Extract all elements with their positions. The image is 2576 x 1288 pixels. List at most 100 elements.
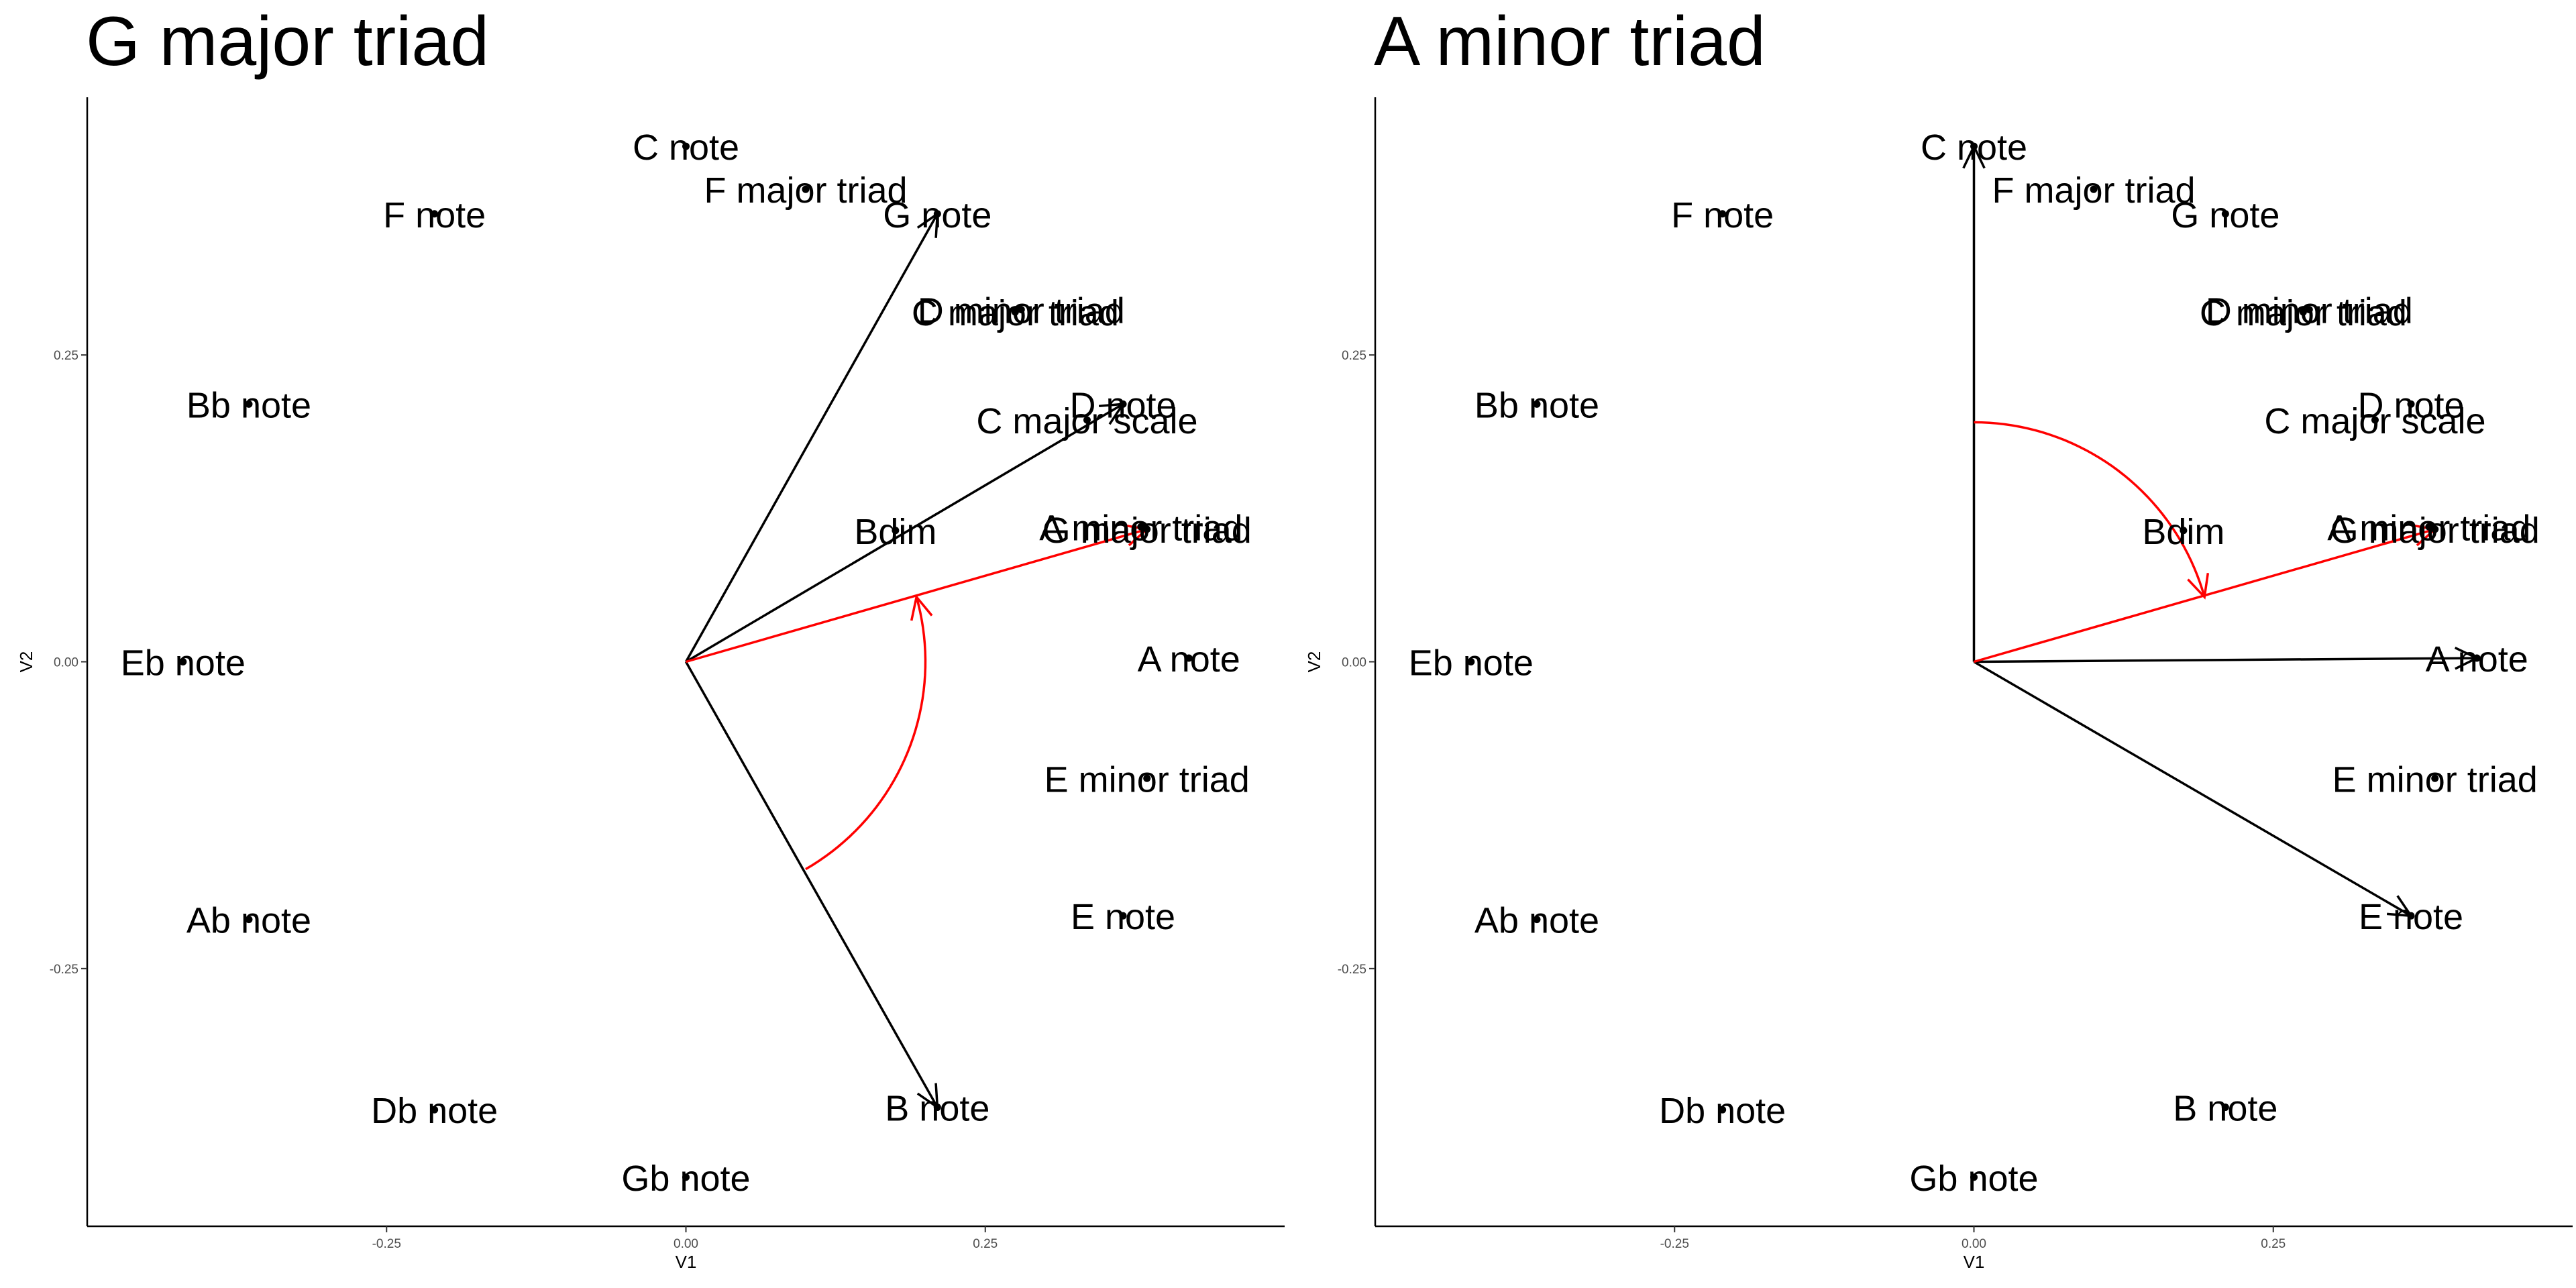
y-tick-label: -0.25	[50, 963, 78, 977]
data-point	[2407, 400, 2415, 408]
point-label: Ab note	[1474, 901, 1599, 941]
data-point	[2431, 525, 2439, 533]
data-point	[2407, 912, 2415, 920]
data-point	[179, 658, 187, 665]
point-label: C note	[633, 127, 739, 168]
point-label: F note	[1671, 195, 1774, 235]
y-axis-title: V2	[1304, 651, 1324, 673]
data-point	[431, 210, 439, 218]
point-label: D minor triad	[918, 290, 1125, 331]
point-label: F note	[383, 195, 486, 235]
data-point	[1017, 305, 1025, 313]
chart-title: A minor triad	[1374, 3, 1766, 80]
data-point	[892, 527, 900, 535]
data-point	[1137, 523, 1145, 531]
point-label: Eb note	[121, 643, 246, 684]
data-point	[1143, 774, 1151, 782]
y-tick-label: 0.25	[54, 349, 78, 363]
data-point	[802, 185, 810, 193]
point-label: E minor triad	[2332, 759, 2538, 800]
point-label: Bb note	[1474, 385, 1599, 425]
y-tick-label: -0.25	[1338, 963, 1366, 977]
point-label: Eb note	[1409, 643, 1534, 684]
point-label: E note	[1071, 897, 1175, 937]
point-label: C major scale	[2264, 401, 2485, 441]
point-label: E note	[2359, 897, 2463, 937]
data-point	[2425, 523, 2433, 531]
point-label: C note	[1921, 127, 2027, 168]
point-label: A note	[2426, 639, 2528, 680]
data-point	[1533, 400, 1541, 408]
data-point	[2090, 185, 2098, 193]
point-label: G note	[883, 195, 991, 235]
data-point	[245, 916, 253, 924]
point-label: F major triad	[1992, 170, 2195, 211]
y-tick-label: 0.25	[1342, 349, 1366, 363]
point-label: Bdim	[2142, 512, 2224, 552]
data-point	[1970, 142, 1978, 150]
data-point	[2473, 654, 2481, 662]
data-point	[1143, 525, 1151, 533]
data-point	[2221, 1104, 2229, 1112]
chart-panel-g-major-triad: G major triad -0.25 0.00 0.25 -0.25 0.00 0.25…	[16, 3, 1285, 1272]
point-label: Gb note	[1909, 1159, 2038, 1199]
x-tick-label: 0.00	[1962, 1237, 1986, 1251]
y-tick-label: 0.00	[54, 656, 78, 670]
point-label: Gb note	[621, 1159, 750, 1199]
point-label: Bb note	[186, 385, 311, 425]
point-label: C major triad	[2200, 293, 2407, 333]
vector-line	[685, 402, 1124, 663]
data-point	[1970, 1173, 1978, 1181]
point-label: D minor triad	[2206, 290, 2413, 331]
point-label: G major triad	[2330, 511, 2540, 551]
x-axis-title: V1	[1964, 1252, 1985, 1272]
data-point	[1185, 654, 1193, 662]
data-point	[1533, 916, 1541, 924]
data-point	[2180, 527, 2188, 535]
data-point	[2221, 210, 2229, 218]
point-label: B note	[885, 1089, 989, 1129]
point-label: C major triad	[912, 293, 1119, 333]
data-point	[1011, 308, 1019, 316]
data-point	[933, 1104, 941, 1112]
vector-line	[1974, 657, 2477, 663]
y-tick-label: 0.00	[1342, 656, 1366, 670]
data-point	[682, 1173, 690, 1181]
point-label: Db note	[1659, 1091, 1786, 1131]
y-axis-title: V2	[16, 651, 36, 673]
x-tick-label: -0.25	[1660, 1237, 1689, 1251]
x-tick-label: 0.25	[2261, 1237, 2286, 1251]
data-point	[1119, 912, 1127, 920]
data-point	[2371, 416, 2379, 424]
data-point	[431, 1106, 439, 1114]
data-point	[2299, 308, 2307, 316]
point-label: G note	[2171, 195, 2279, 235]
data-point	[1719, 1106, 1727, 1114]
vector-line	[684, 661, 938, 1108]
chart-title: G major triad	[86, 3, 490, 80]
data-point	[245, 400, 253, 408]
rotation-arc	[1974, 421, 2206, 598]
x-tick-label: 0.00	[674, 1237, 698, 1251]
x-tick-label: 0.25	[973, 1237, 998, 1251]
point-label: A minor triad	[2327, 508, 2530, 548]
point-label: G major triad	[1042, 511, 1252, 551]
data-point	[2305, 305, 2313, 313]
data-point	[682, 142, 690, 150]
data-point	[2431, 774, 2439, 782]
point-label: B note	[2173, 1089, 2277, 1129]
data-point	[933, 210, 941, 218]
vector-line	[1973, 660, 2412, 917]
chart-panel-a-minor-triad: A minor triad -0.25 0.00 0.25 -0.25 0.00 0.25…	[1288, 0, 2576, 1288]
vector-arrowhead	[910, 594, 933, 621]
point-label: Ab note	[186, 901, 311, 941]
vector-arrowhead	[2187, 573, 2210, 600]
data-point	[1719, 210, 1727, 218]
point-label: A note	[1138, 639, 1240, 680]
x-tick-label: -0.25	[372, 1237, 401, 1251]
point-label: Db note	[371, 1091, 498, 1131]
vector-line	[684, 213, 938, 663]
point-label: C major scale	[976, 401, 1197, 441]
